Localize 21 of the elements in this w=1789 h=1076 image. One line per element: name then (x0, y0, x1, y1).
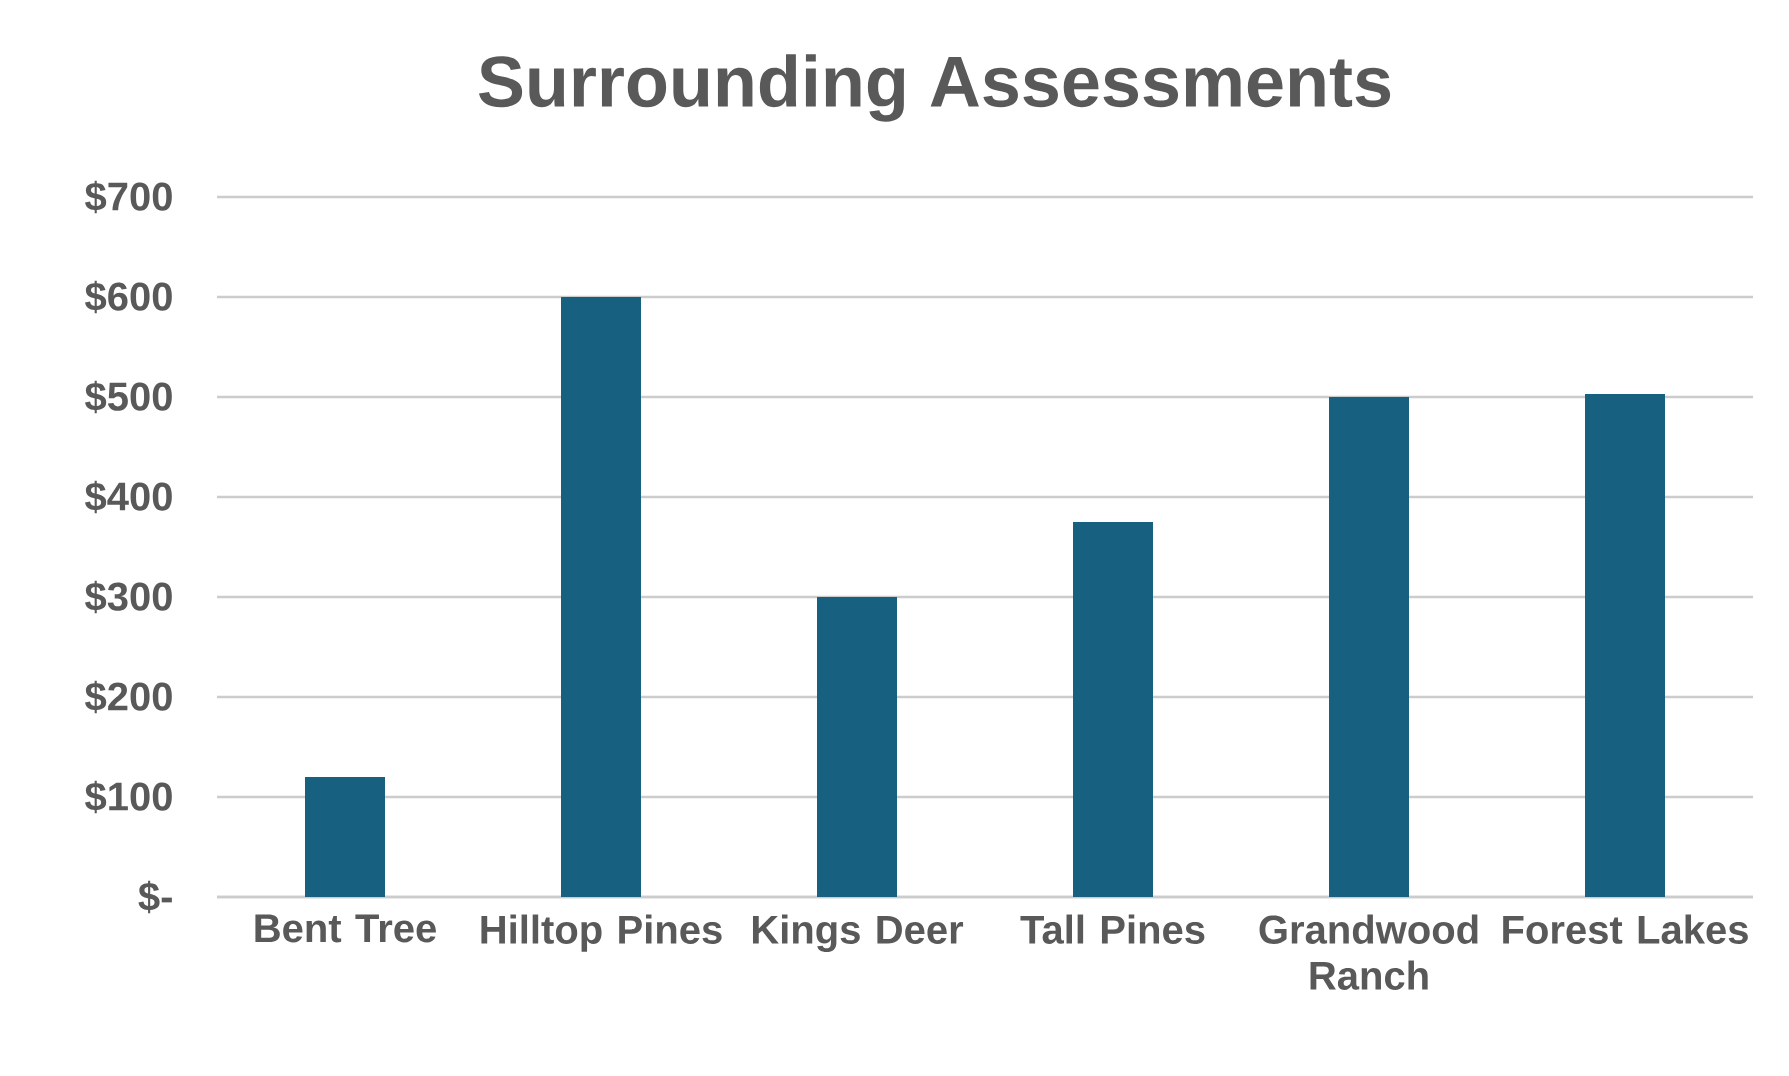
x-tick-label: Hilltop Pines (481, 914, 722, 952)
x-tick-label: Forest Lakes (1503, 914, 1748, 944)
y-tick-label: $500 (85, 380, 172, 414)
x-tick-label: Kings Deer (752, 914, 964, 952)
y-tick-label: $600 (85, 280, 172, 314)
x-tick-label: Bent Tree (255, 914, 436, 943)
y-tick-label: $200 (85, 680, 172, 714)
bar (561, 297, 641, 897)
x-tick-label: Tall Pines (1020, 914, 1205, 944)
y-tick-label: $100 (85, 780, 172, 814)
y-tick-label: $- (138, 880, 172, 914)
bar (1329, 397, 1410, 897)
bar (1073, 522, 1154, 897)
y-tick-label: $300 (85, 580, 172, 614)
chart-title: Surrounding Assessments (478, 54, 1391, 122)
bar (817, 597, 897, 897)
y-tick-label: $400 (85, 480, 172, 514)
y-tick-label: $700 (85, 180, 172, 214)
bar (1585, 394, 1666, 897)
x-tick-label: Grandwood Ranch (1259, 914, 1478, 990)
bar (305, 777, 385, 897)
